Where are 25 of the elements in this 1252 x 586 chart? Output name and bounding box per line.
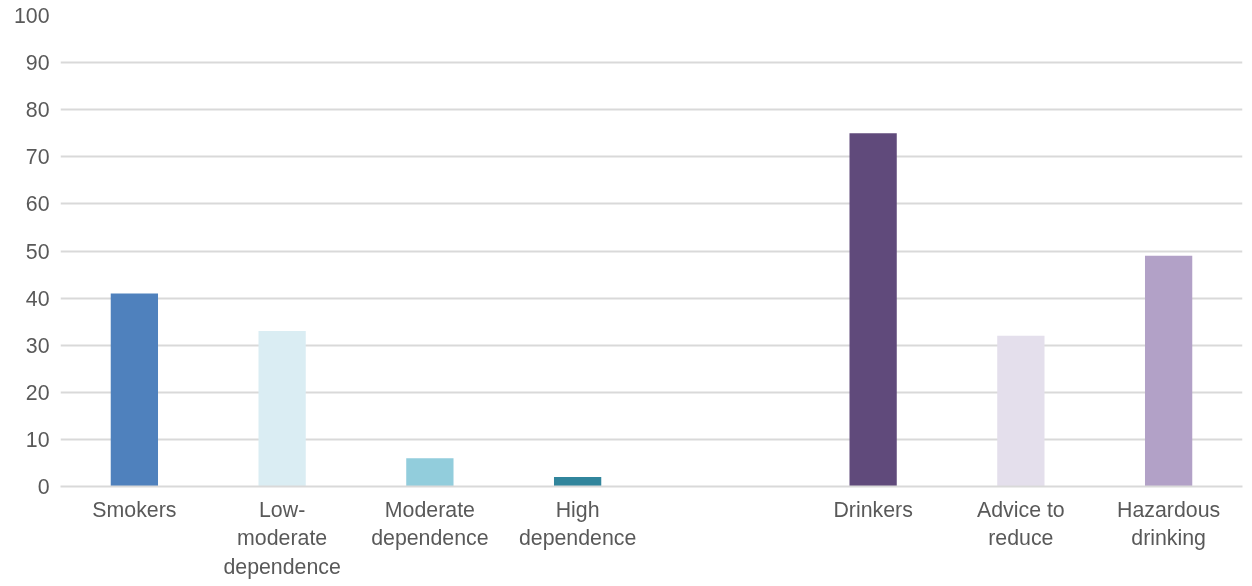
bar: [1144, 255, 1193, 487]
y-tick-label: 10: [25, 427, 50, 452]
y-tick-label: 0: [37, 475, 50, 499]
y-tick-label: 20: [25, 380, 50, 405]
x-tick-label: Hazardous drinking: [1117, 497, 1221, 551]
y-tick-label: 40: [25, 286, 50, 311]
bar: [553, 477, 602, 487]
bar: [997, 335, 1045, 487]
y-tick-label: 80: [25, 98, 50, 123]
x-tick-label: Smokers: [92, 497, 177, 522]
y-tick-label: 50: [25, 239, 50, 264]
x-tick-label: High dependence: [518, 497, 637, 551]
x-tick-label: Moderate dependence: [371, 497, 489, 551]
x-tick-label: Drinkers: [833, 497, 913, 522]
bar: [849, 133, 897, 487]
y-tick-label: 70: [25, 145, 50, 170]
y-tick-label: 30: [25, 333, 50, 358]
bar: [258, 331, 306, 487]
bar: [406, 458, 454, 487]
bar: [110, 293, 159, 487]
x-tick-label: Advice to reduce: [977, 497, 1065, 551]
y-tick-label: 100: [13, 4, 50, 28]
y-tick-label: 60: [25, 192, 50, 217]
y-tick-label: 90: [25, 51, 50, 76]
x-tick-label: Low-moderate dependence: [223, 497, 341, 580]
